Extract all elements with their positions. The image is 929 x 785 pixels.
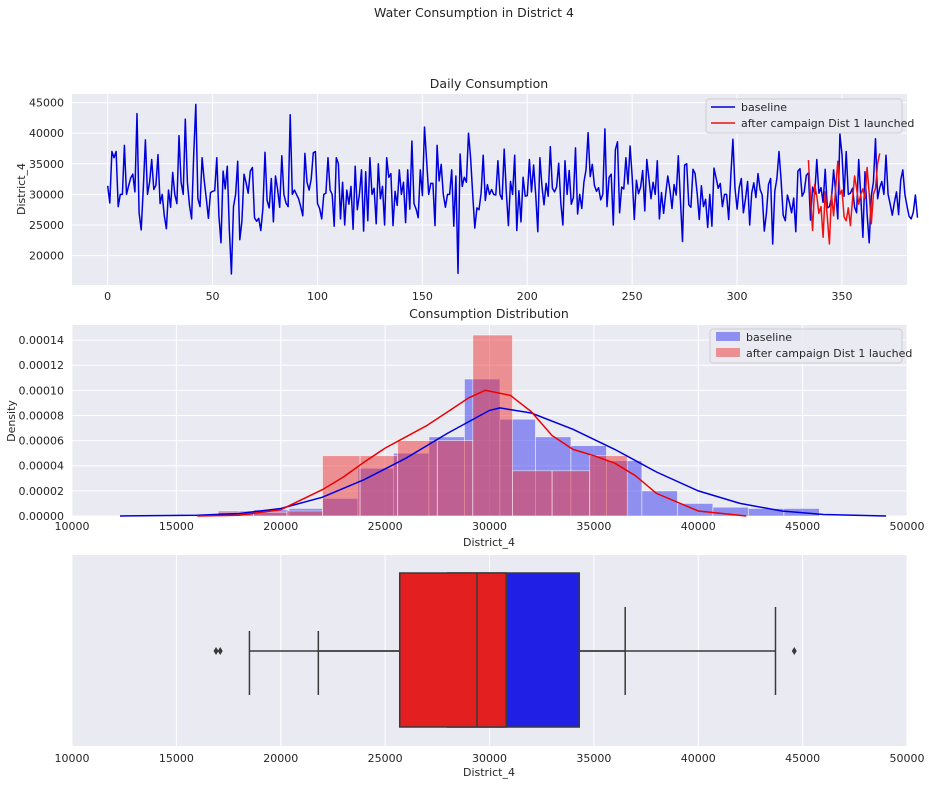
kde-curve <box>197 389 747 517</box>
y-tick-label: 0.00008 <box>19 409 65 422</box>
y-tick-label: 30000 <box>29 188 64 201</box>
x-tick-label: 35000 <box>576 520 611 533</box>
x-tick-label: 10000 <box>55 752 90 765</box>
legend-patch-swatch <box>716 348 740 357</box>
y-tick-label: 0.00004 <box>19 460 65 473</box>
x-tick-label: 100 <box>307 290 328 303</box>
x-tick-label: 20000 <box>263 520 298 533</box>
x-tick-label: 0 <box>104 290 111 303</box>
x-tick-label: 15000 <box>159 752 194 765</box>
legend: baseline after campaign Dist 1 lauched <box>709 328 912 364</box>
box-after-campaign <box>398 572 507 728</box>
y-tick-labels: 20000 25000 30000 35000 40000 45000 <box>29 97 64 263</box>
kde-curve <box>119 407 887 517</box>
histogram-bar <box>472 334 513 517</box>
x-tick-labels: 0 50 100 150 200 250 300 350 <box>104 290 852 303</box>
legend-entry-label: after campaign Dist 1 lauched <box>746 347 912 360</box>
x-tick-label: 150 <box>412 290 433 303</box>
legend-entry-label: baseline <box>741 101 787 114</box>
x-tick-label: 350 <box>831 290 852 303</box>
x-tick-label: 30000 <box>472 520 507 533</box>
series-line-after-campaign <box>807 153 881 245</box>
histogram-bar <box>436 440 474 517</box>
y-tick-label: 0.00012 <box>19 359 65 372</box>
x-tick-label: 50000 <box>890 520 925 533</box>
histogram-bar <box>747 508 785 517</box>
boxplot-axes: 10000 15000 20000 25000 30000 35000 40000 45000… <box>55 555 925 779</box>
y-axis-label: District_4 <box>15 163 28 215</box>
legend-patch-swatch <box>716 332 740 341</box>
y-tick-label: 40000 <box>29 127 64 140</box>
x-tick-label: 35000 <box>576 752 611 765</box>
y-tick-label: 0.00000 <box>19 510 65 523</box>
x-axis-label: District_4 <box>463 536 515 549</box>
histogram-bars <box>217 334 820 517</box>
boxplots <box>213 572 797 728</box>
y-tick-labels: 0.00000 0.00002 0.00004 0.00006 0.00008 0.000… <box>19 334 65 523</box>
histogram-bar <box>551 470 591 517</box>
y-axis-label: Density <box>5 400 18 442</box>
daily-consumption-axes: 0 50 100 150 200 250 300 350 20000 25000 30000 350… <box>15 76 919 303</box>
axes-title: Daily Consumption <box>430 76 548 91</box>
x-tick-label: 20000 <box>263 752 298 765</box>
y-tick-label: 20000 <box>29 250 64 263</box>
x-tick-label: 50 <box>206 290 220 303</box>
y-tick-label: 0.00006 <box>19 435 65 448</box>
x-tick-label: 45000 <box>785 520 820 533</box>
x-tick-label: 25000 <box>368 752 403 765</box>
x-tick-label: 300 <box>727 290 748 303</box>
y-tick-label: 0.00002 <box>19 485 65 498</box>
x-tick-label: 200 <box>517 290 538 303</box>
outlier-marker <box>213 647 219 655</box>
x-tick-label: 25000 <box>368 520 403 533</box>
outlier-marker <box>217 647 223 655</box>
y-tick-label: 25000 <box>29 219 64 232</box>
x-axis-label: District_4 <box>463 766 515 779</box>
x-tick-label: 40000 <box>681 752 716 765</box>
x-tick-label: 250 <box>622 290 643 303</box>
legend-entry-label: baseline <box>746 331 792 344</box>
figure-suptitle: Water Consumption in District 4 <box>374 5 574 20</box>
legend-frame <box>705 98 903 134</box>
histogram-bar <box>286 510 323 517</box>
y-tick-label: 0.00014 <box>19 334 65 347</box>
x-tick-label: 40000 <box>681 520 716 533</box>
legend-frame <box>709 328 903 364</box>
line-series <box>106 103 919 275</box>
legend-entry-label: after campaign Dist 1 launched <box>741 117 914 130</box>
axes-title: Consumption Distribution <box>409 306 569 321</box>
histogram-bar <box>397 440 438 517</box>
kde-curves <box>119 389 887 517</box>
x-tick-label: 45000 <box>785 752 820 765</box>
y-tick-label: 45000 <box>29 97 64 110</box>
x-tick-label: 50000 <box>890 752 925 765</box>
consumption-distribution-axes: 10000 15000 20000 25000 30000 35000 40000 45000… <box>5 306 925 549</box>
y-tick-label: 0.00010 <box>19 384 65 397</box>
x-tick-labels: 10000 15000 20000 25000 30000 35000 40000 45000… <box>55 752 925 765</box>
x-tick-labels: 10000 15000 20000 25000 30000 35000 40000 45000… <box>55 520 925 533</box>
outlier-marker <box>791 647 797 655</box>
histogram-bar <box>589 455 628 517</box>
series-line-baseline <box>106 103 919 275</box>
x-tick-label: 15000 <box>159 520 194 533</box>
y-tick-label: 35000 <box>29 158 64 171</box>
histogram-bar <box>512 470 553 517</box>
x-tick-label: 30000 <box>472 752 507 765</box>
x-tick-label: 10000 <box>55 520 90 533</box>
legend: baseline after campaign Dist 1 launched <box>705 98 914 134</box>
